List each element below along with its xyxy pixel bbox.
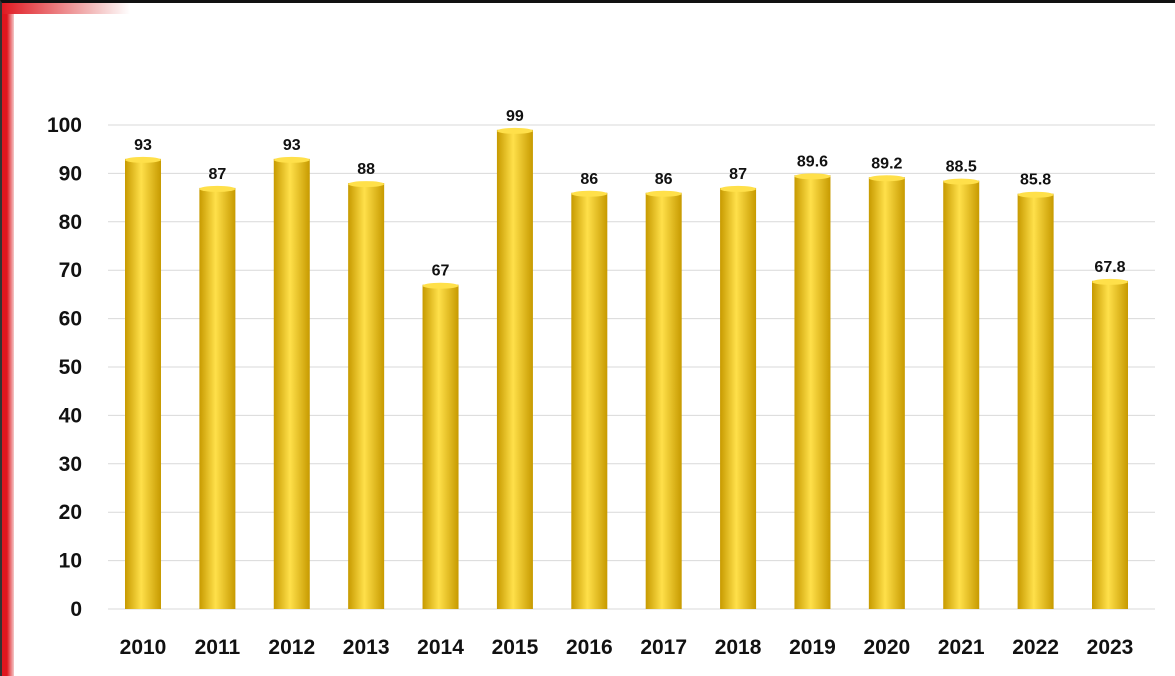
bar [645,190,682,609]
bars [125,127,1128,610]
bar-cap [348,181,385,188]
x-tick-label: 2021 [938,636,985,659]
bar [273,156,310,609]
bar-cap [645,190,682,197]
data-label: 88.5 [946,159,977,176]
bar [1092,278,1128,609]
top-accent-strip [0,0,130,14]
bar [199,185,236,610]
side-accent-strip [0,0,14,676]
data-label: 85.8 [1020,172,1051,189]
bar-body [868,177,905,609]
bar-body [645,192,682,609]
bar-cap [868,175,905,182]
bar [496,127,533,609]
bar [943,178,980,609]
x-tick-label: 2018 [715,636,762,659]
bar-cap [422,282,459,289]
x-tick-label: 2022 [1012,636,1059,659]
data-label: 67.8 [1094,259,1125,276]
y-tick-label: 30 [59,453,82,476]
bar-body [1017,193,1054,609]
y-tick-label: 10 [59,550,82,573]
bar-cap [794,173,831,180]
bar-body [794,175,831,609]
bar-body [720,187,757,610]
x-tick-label: 2020 [863,636,910,659]
bar-cap [496,127,533,134]
data-label: 67 [432,263,450,280]
bar [720,185,757,610]
y-tick-label: 50 [59,356,82,379]
bar-body [199,187,236,610]
y-tick-label: 70 [59,259,82,282]
x-tick-label: 2014 [417,636,464,659]
y-tick-label: 20 [59,501,82,524]
bar [794,173,831,609]
y-tick-label: 90 [59,162,82,185]
data-label: 86 [655,171,673,188]
bar-cap [571,190,608,197]
bar [1017,191,1054,609]
data-label: 93 [134,137,152,154]
bar-cap [125,156,161,163]
data-label: 93 [283,137,301,154]
bar [422,282,459,609]
data-label: 89.2 [871,155,902,172]
bar-body [422,284,459,609]
x-tick-label: 2019 [789,636,836,659]
bar-cap [720,185,757,192]
bar-cap [1017,191,1054,198]
x-tick-label: 2010 [120,636,167,659]
data-label: 99 [506,108,524,125]
x-tick-label: 2023 [1087,636,1134,659]
bar-body [125,158,161,609]
bar [125,156,161,609]
bar-body [496,129,533,609]
x-tick-label: 2016 [566,636,613,659]
bar-body [943,180,980,609]
x-tick-label: 2013 [343,636,390,659]
y-tick-label: 80 [59,211,82,234]
x-tick-label: 2017 [640,636,687,659]
x-tick-label: 2012 [268,636,315,659]
data-labels: 93 87 93 88 67 99 86 86 87 89.6 89.2 88.5 85.8 67.8 [134,108,1126,280]
y-tick-label: 60 [59,308,82,331]
bar-body [571,192,608,609]
x-tick-label: 2015 [492,636,539,659]
bar-body [273,158,310,609]
bar [868,175,905,609]
y-axis-ticks: 0 10 20 30 40 50 60 70 80 90 100 [47,114,82,621]
bar-body [348,183,385,609]
data-label: 87 [729,166,747,183]
bar [348,181,385,609]
y-tick-label: 40 [59,404,82,427]
x-axis-ticks: 2010 2011 2012 2013 2014 2015 2016 2017 2018 2019… [120,636,1134,659]
y-tick-label: 0 [70,598,82,621]
bar-cap [199,185,236,192]
x-tick-label: 2011 [195,636,241,659]
bar-cap [273,156,310,163]
bar-body [1092,280,1128,609]
bar-cap [943,178,980,185]
data-label: 86 [580,171,598,188]
data-label: 88 [357,161,375,178]
data-label: 89.6 [797,153,828,170]
data-label: 87 [208,166,226,183]
bar [571,190,608,609]
grid-lines [108,124,1155,610]
y-tick-label: 100 [47,114,82,137]
bar-cap [1092,278,1128,285]
